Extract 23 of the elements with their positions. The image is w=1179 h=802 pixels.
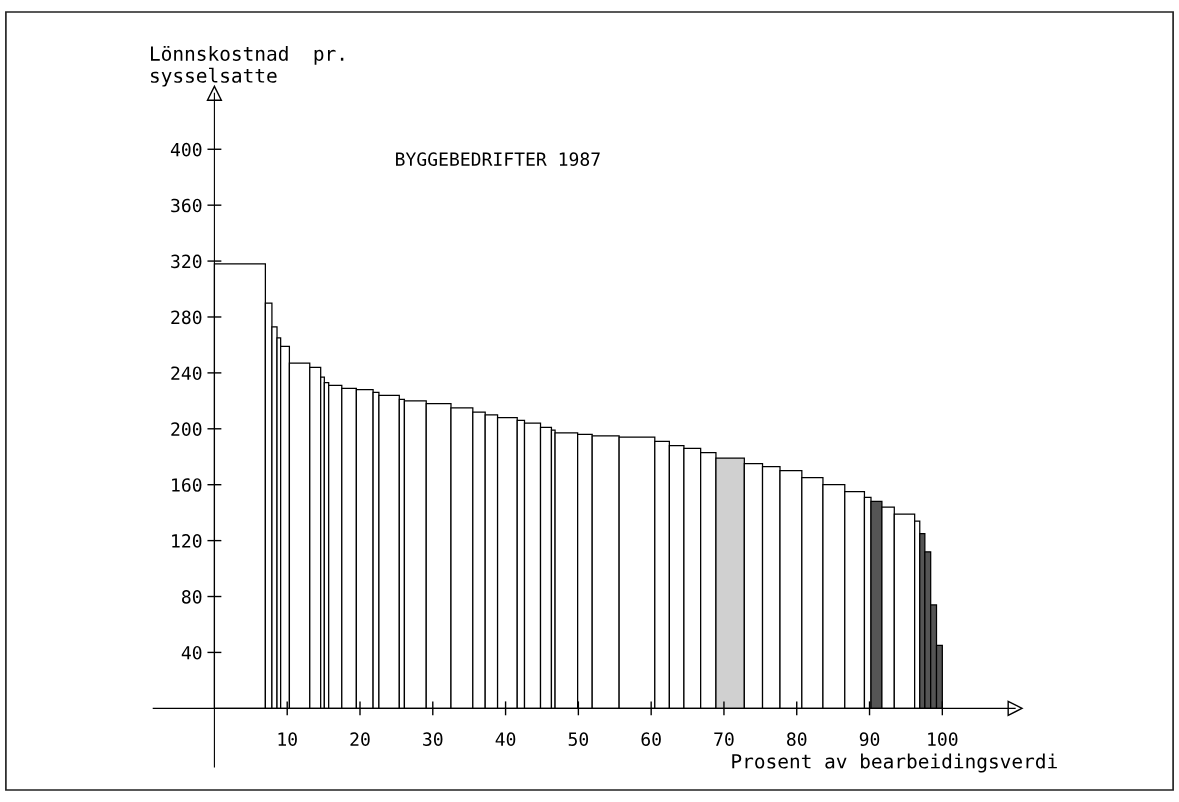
x-tick-label: 80: [787, 732, 807, 747]
x-tick-label: 90: [859, 732, 880, 747]
y-axis-title: Lönnskostnad pr. sysselsatte: [150, 45, 344, 87]
x-tick-label: 40: [495, 732, 516, 747]
x-tick-label: 20: [350, 732, 370, 747]
y-tick-label: 280: [171, 310, 202, 325]
y-tick-label: 40: [181, 645, 202, 660]
y-tick-label: 160: [172, 478, 202, 492]
x-tick-label: 50: [568, 732, 589, 747]
x-tick-label: 60: [641, 732, 661, 747]
x-axis-title: Prosent av bearbeidingsverdi: [732, 753, 1057, 773]
x-tick-label: 100: [928, 732, 958, 747]
y-tick-label: 200: [171, 422, 202, 436]
x-tick-label: 10: [278, 732, 297, 747]
y-tick-label: 80: [182, 590, 202, 604]
y-tick-label: 320: [171, 254, 202, 269]
x-tick-label: 70: [714, 732, 734, 747]
text: BYGGEBEDRIFTER 1987: [396, 152, 600, 167]
y-tick-label: 400: [170, 142, 202, 157]
y-tick-label: 120: [172, 534, 202, 548]
y-tick-label: 360: [171, 198, 202, 213]
y-tick-label: 240: [171, 366, 202, 381]
x-tick-label: 30: [423, 732, 443, 747]
